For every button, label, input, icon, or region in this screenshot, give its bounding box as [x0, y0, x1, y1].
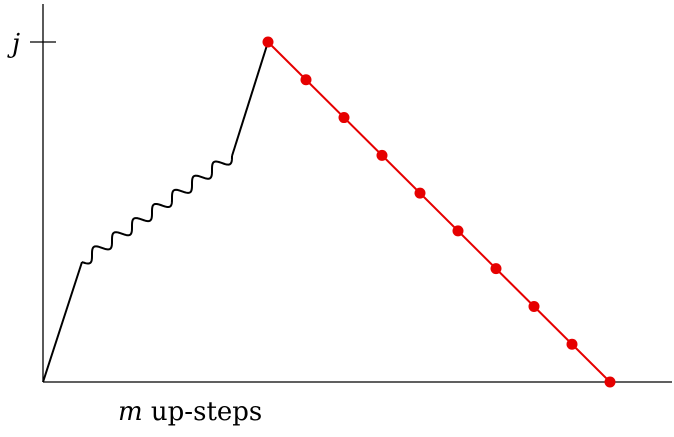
- descent-dot: [604, 376, 616, 388]
- initial-rise: [42, 261, 83, 383]
- descent-dot: [490, 263, 502, 275]
- descent-dot: [262, 36, 274, 48]
- descent-dot: [566, 338, 578, 350]
- descent-dot: [414, 187, 426, 199]
- descent-dot: [528, 300, 540, 312]
- descent-line: [267, 41, 611, 383]
- y-tick-label: j: [7, 29, 20, 59]
- descent-dot: [452, 225, 464, 237]
- x-caption: m up-steps: [118, 397, 262, 427]
- descent-dots: [262, 36, 616, 388]
- x-caption-variable: m: [118, 397, 143, 427]
- descent-dot: [300, 74, 312, 86]
- final-rise: [231, 41, 269, 157]
- descent-dot: [376, 149, 388, 161]
- x-caption-text: up-steps: [143, 397, 263, 427]
- wavy-segment: [81, 156, 233, 265]
- descent-dot: [338, 112, 350, 124]
